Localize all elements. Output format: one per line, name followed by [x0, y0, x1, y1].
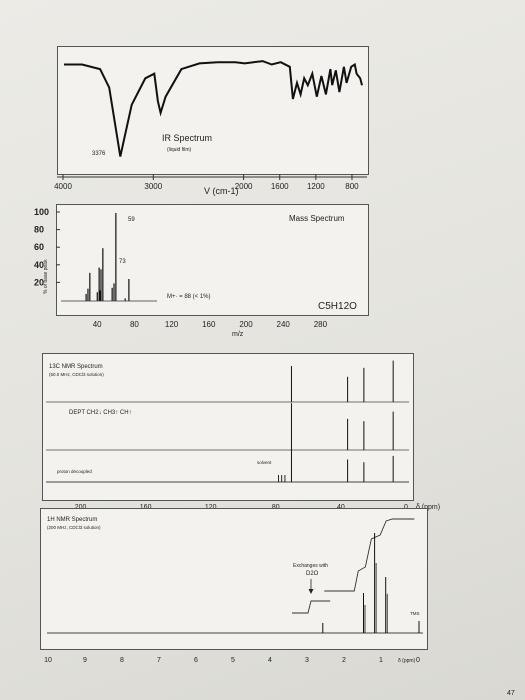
- h1-subtitle: (200 MHz, CDCl3 solution): [47, 525, 101, 530]
- page-number-svg: 47: [507, 690, 515, 697]
- ms-y-axis-label: % of base peak: [43, 259, 49, 294]
- ms-y-tick-label: 100: [34, 207, 49, 217]
- h1-integral-trace: [324, 518, 415, 592]
- ir-x-axis-label: V (cm-1): [204, 186, 239, 196]
- mass-spectrum-panel: Mass Spectrum 59 73 M+· = 88 (< 1%) C5H1…: [56, 204, 369, 316]
- page-number: 47: [507, 690, 515, 697]
- tms-label: TMS: [410, 611, 420, 616]
- c13-subtitle: (50.0 MHz, CDCl3 solution): [49, 372, 104, 377]
- proton-decoupled-label: proton decoupled: [57, 469, 92, 474]
- c13-nmr-panel: 13C NMR Spectrum (50.0 MHz, CDCl3 soluti…: [42, 353, 414, 501]
- ms-x-axis: 40 80 120 160 200 240 280 m/z: [93, 320, 328, 338]
- h1-x-tick-label: 0: [416, 657, 420, 664]
- h1-nmr-panel: 1H NMR Spectrum (200 MHz, CDCl3 solution…: [40, 508, 428, 650]
- h1-x-tick-label: 9: [83, 657, 87, 664]
- ms-title: Mass Spectrum: [289, 214, 345, 223]
- h1-x-tick-label: 1: [379, 657, 383, 664]
- ms-y-tick-label: 40: [34, 260, 44, 270]
- c13-x-tick-label: 80: [272, 504, 280, 511]
- ir-tick-label: 800: [345, 182, 359, 191]
- h1-x-tick-label: 8: [120, 657, 124, 664]
- ir-tick-label: 3000: [144, 182, 162, 191]
- ms-x-tick-label: 120: [165, 320, 179, 329]
- exchange-label: Exchanges with: [293, 563, 328, 569]
- ir-spectrum-panel: IR Spectrum (liquid film) 3376: [57, 46, 369, 175]
- h1-x-tick-label: 2: [342, 657, 346, 664]
- ms-x-tick-label: 280: [314, 320, 328, 329]
- ir-tick-label: 2000: [235, 182, 253, 191]
- c13-x-tick-label: 0: [404, 504, 408, 511]
- ms-y-tick-label: 60: [34, 242, 44, 252]
- h1-x-axis: 10 9 8 7 6 5 4 3 2 1 0 δ (ppm): [44, 657, 420, 664]
- ir-x-axis: 4000 3000 2000 1600 1200 800 V (cm-1): [54, 174, 367, 196]
- ms-x-tick-label: 160: [202, 320, 216, 329]
- ms-peak-label-73: 73: [119, 259, 126, 265]
- h1-nmr-svg: 1H NMR Spectrum (200 MHz, CDCl3 solution…: [47, 517, 423, 634]
- ms-formula: C5H12O: [318, 301, 357, 312]
- c13-title: 13C NMR Spectrum: [49, 364, 103, 370]
- h1-x-tick-label: 5: [231, 657, 235, 664]
- h1-x-tick-label: 10: [44, 657, 52, 664]
- h1-x-tick-label: 3: [305, 657, 309, 664]
- ms-x-tick-label: 240: [277, 320, 291, 329]
- h1-d2o-integral-step: [292, 600, 331, 614]
- ir-spectrum-line: [64, 60, 363, 157]
- dept-label: DEPT CH2↓ CH3↑ CH↑: [69, 410, 132, 416]
- solvent-label: solvent: [257, 460, 272, 465]
- ir-tick-label: 4000: [54, 182, 72, 191]
- c13-x-tick-label: 160: [140, 504, 152, 511]
- ms-x-tick-label: 200: [239, 320, 253, 329]
- c13-x-axis: 200 160 120 80 40 0 δ (ppm): [75, 504, 440, 511]
- c13-x-tick-label: 200: [75, 504, 87, 511]
- exchange-label-d2o: D2O: [306, 571, 319, 577]
- ir-title: IR Spectrum: [162, 133, 212, 143]
- ms-peak-label-59: 59: [128, 217, 135, 223]
- ms-y-axis: 100 80 60 40 20 % of base peak: [34, 207, 60, 294]
- h1-title: 1H NMR Spectrum: [47, 517, 97, 523]
- c13-x-tick-label: 120: [205, 504, 217, 511]
- c13-x-tick-label: δ (ppm): [416, 504, 440, 511]
- ir-tick-label: 1200: [307, 182, 325, 191]
- ms-x-axis-label: m/z: [232, 331, 244, 338]
- h1-x-tick-label: 6: [194, 657, 198, 664]
- ms-y-tick-label: 20: [34, 277, 44, 287]
- ir-tick-label: 1600: [271, 182, 289, 191]
- ir-spectrum-svg: IR Spectrum (liquid film) 3376: [64, 60, 363, 157]
- h1-x-tick-label: 4: [268, 657, 272, 664]
- ms-x-tick-label: 80: [130, 320, 139, 329]
- ir-subtitle: (liquid film): [167, 147, 192, 153]
- ms-y-tick-label: 80: [34, 225, 44, 235]
- h1-x-tick-label: 7: [157, 657, 161, 664]
- mass-spectrum-svg: Mass Spectrum 59 73 M+· = 88 (< 1%) C5H1…: [61, 213, 357, 312]
- h1-axis-unit: δ (ppm): [398, 658, 416, 664]
- ms-molecular-ion: M+· = 88 (< 1%): [167, 294, 211, 300]
- c13-x-tick-label: 40: [337, 504, 345, 511]
- c13-nmr-svg: 13C NMR Spectrum (50.0 MHz, CDCl3 soluti…: [46, 360, 409, 483]
- ir-peak-label: 3376: [92, 151, 106, 157]
- ms-x-tick-label: 40: [93, 320, 102, 329]
